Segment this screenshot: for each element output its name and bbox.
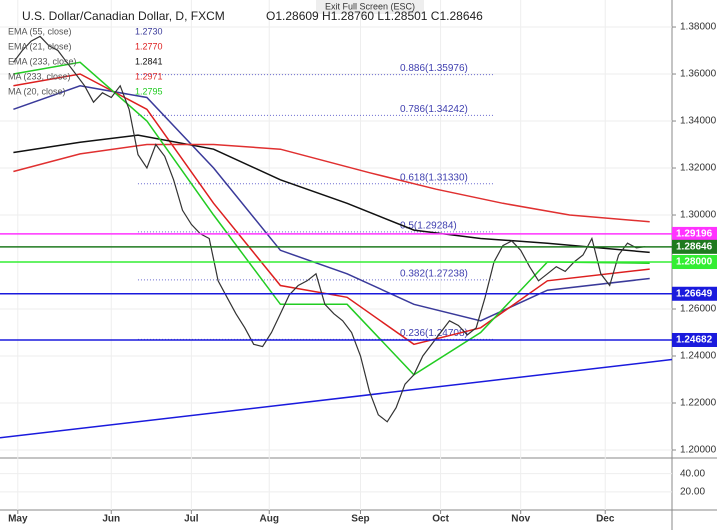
y-tick-label: 1.26000 — [680, 304, 717, 315]
fib-label: 0.618(1.31330) — [400, 172, 468, 183]
fib-label: 0.786(1.34242) — [400, 104, 468, 115]
level-tag — [672, 226, 717, 241]
y-tick-label: 1.38000 — [680, 22, 717, 33]
legend-name: EMA (21, close) — [8, 41, 72, 51]
y-tick-label: 1.34000 — [680, 116, 717, 127]
x-tick-label: Jun — [102, 514, 120, 525]
y-tick-label: 1.22000 — [680, 398, 717, 409]
legend-name: EMA (55, close) — [8, 26, 72, 36]
ohlc: O1.28609 H1.28760 L1.28501 C1.28646 — [266, 9, 483, 23]
y-tick-label: 1.24000 — [680, 351, 717, 362]
banner-bg — [316, 0, 424, 14]
level-label: 1.28000 — [676, 257, 713, 268]
moving-average — [13, 61, 650, 376]
x-tick-label: Oct — [432, 514, 449, 525]
level-tag — [672, 255, 717, 270]
moving-average — [13, 143, 650, 223]
level-tag — [672, 332, 717, 347]
x-tick-label: Nov — [511, 514, 530, 525]
y-tick-label: 1.36000 — [680, 69, 717, 80]
fib-label: 0.886(1.35976) — [400, 63, 468, 74]
sub-tick-label: 20.00 — [680, 486, 705, 497]
level-label: 1.28646 — [676, 241, 713, 252]
y-tick-label: 1.20000 — [680, 445, 717, 456]
moving-average — [13, 134, 650, 254]
legend-value: 1.2795 — [135, 86, 163, 96]
chart-title: U.S. Dollar/Canadian Dollar, D, FXCM — [22, 9, 225, 23]
legend-name: MA (233, close) — [8, 71, 71, 81]
fib-label: 0.5(1.29284) — [400, 220, 457, 231]
level-label: 1.24682 — [676, 335, 713, 346]
fib-label: 0.382(1.27238) — [400, 269, 468, 280]
legend-value: 1.2770 — [135, 41, 163, 51]
level-tag — [672, 286, 717, 301]
fib-label: 0.236(1.24708) — [400, 328, 468, 339]
x-tick-label: Aug — [260, 514, 279, 525]
legend-value: 1.2730 — [135, 26, 163, 36]
trendline — [0, 358, 673, 439]
level-label: 1.29196 — [676, 229, 713, 240]
level-label: 1.26649 — [676, 288, 713, 299]
y-tick-label: 1.30000 — [680, 210, 717, 221]
sub-tick-label: 40.00 — [680, 468, 705, 479]
x-tick-label: Jul — [184, 514, 199, 525]
level-tag — [672, 239, 717, 254]
legend-value: 1.2971 — [135, 71, 163, 81]
legend-name: EMA (233, close) — [8, 56, 77, 66]
exit-fullscreen[interactable]: Exit Full Screen (ESC) — [325, 1, 415, 11]
price-line — [12, 35, 646, 423]
legend-name: MA (20, close) — [8, 86, 66, 96]
legend-value: 1.2841 — [135, 56, 163, 66]
x-tick-label: Sep — [351, 514, 369, 525]
x-tick-label: May — [8, 514, 28, 525]
y-tick-label: 1.32000 — [680, 163, 717, 174]
x-tick-label: Dec — [596, 514, 615, 525]
